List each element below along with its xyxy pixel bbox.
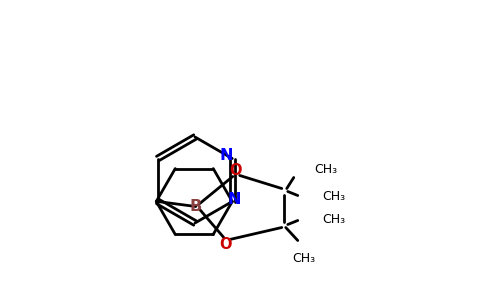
Text: O: O <box>220 237 232 252</box>
Text: CH₃: CH₃ <box>322 190 345 203</box>
Text: N: N <box>227 192 241 207</box>
Text: B: B <box>190 199 202 214</box>
Text: N: N <box>219 148 233 163</box>
Text: O: O <box>229 163 242 178</box>
Text: CH₃: CH₃ <box>314 163 337 176</box>
Text: CH₃: CH₃ <box>292 253 315 266</box>
Text: CH₃: CH₃ <box>322 213 345 226</box>
